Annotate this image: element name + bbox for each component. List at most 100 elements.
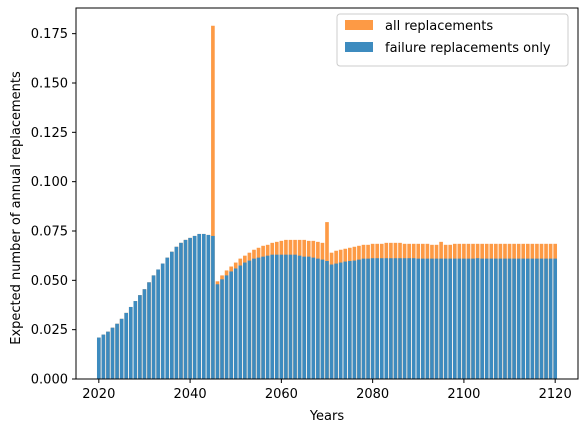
bar-failure-replacements — [174, 246, 179, 379]
bar-failure-replacements — [439, 258, 443, 379]
bar-failure-replacements — [329, 264, 334, 379]
bar-failure-replacements — [347, 260, 352, 379]
y-tick-label: 0.050 — [31, 274, 68, 289]
bar-failure-replacements — [265, 255, 270, 379]
bar-failure-replacements — [147, 282, 151, 379]
bar-failure-replacements — [302, 256, 307, 379]
bar-failure-replacements — [457, 258, 462, 379]
bar-failure-replacements — [462, 258, 466, 379]
bar-failure-replacements — [165, 257, 170, 379]
bar-failure-replacements — [407, 258, 411, 379]
bar-failure-replacements — [115, 323, 119, 379]
x-axis-label: Years — [309, 409, 345, 424]
bar-failure-replacements — [448, 258, 453, 379]
bar-failure-replacements — [192, 235, 197, 379]
bar-failure-replacements — [151, 275, 156, 379]
bar-failure-replacements — [156, 269, 160, 379]
bar-failure-replacements — [411, 258, 416, 379]
bar-failure-replacements — [201, 233, 206, 379]
bar-failure-replacements — [215, 284, 220, 379]
bar-failure-replacements — [233, 268, 238, 379]
bar-failure-replacements — [128, 306, 133, 379]
bar-failure-replacements — [183, 239, 188, 379]
bar-failure-replacements — [443, 258, 448, 379]
bar-failure-replacements — [188, 237, 192, 379]
bar-failure-replacements — [521, 258, 526, 379]
failure-replacements-bars — [96, 233, 558, 379]
bar-failure-replacements — [507, 258, 512, 379]
legend: all replacements failure replacements on… — [336, 13, 569, 67]
bar-failure-replacements — [320, 259, 325, 379]
bar-failure-replacements — [160, 263, 165, 379]
bar-failure-replacements — [106, 331, 110, 379]
y-tick-label: 0.000 — [31, 373, 68, 388]
bar-failure-replacements — [553, 258, 558, 379]
x-tick-label: 2020 — [82, 387, 115, 402]
bar-failure-replacements — [512, 258, 516, 379]
bar-failure-replacements — [293, 254, 297, 379]
bar-failure-replacements — [525, 258, 530, 379]
bar-failure-replacements — [170, 251, 174, 379]
bar-failure-replacements — [247, 260, 252, 379]
bar-failure-replacements — [430, 258, 434, 379]
plot-frame — [75, 7, 579, 380]
bar-failure-replacements — [252, 258, 256, 379]
bar-failure-replacements — [398, 258, 402, 379]
bar-failure-replacements — [402, 258, 407, 379]
bar-all-replacements — [211, 25, 215, 379]
bar-failure-replacements — [343, 261, 348, 379]
bar-failure-replacements — [206, 234, 211, 379]
bar-failure-replacements — [480, 258, 484, 379]
bar-failure-replacements — [179, 242, 183, 379]
bar-failure-replacements — [284, 254, 288, 379]
y-tick-label: 0.150 — [31, 76, 68, 91]
bar-failure-replacements — [133, 301, 138, 379]
x-tick-label: 2120 — [539, 387, 572, 402]
bar-failure-replacements — [484, 258, 489, 379]
bar-failure-replacements — [243, 262, 247, 379]
bar-failure-replacements — [489, 258, 494, 379]
bar-failure-replacements — [535, 258, 539, 379]
bar-failure-replacements — [224, 275, 229, 379]
bar-failure-replacements — [101, 334, 106, 379]
bar-failure-replacements — [425, 258, 430, 379]
bar-failure-replacements — [544, 258, 548, 379]
bar-failure-replacements — [138, 295, 142, 379]
bar-failure-replacements — [220, 279, 224, 379]
bar-failure-replacements — [311, 257, 316, 379]
bar-failure-replacements — [421, 258, 425, 379]
bar-failure-replacements — [142, 289, 147, 379]
bar-failure-replacements — [393, 258, 398, 379]
bar-failure-replacements — [352, 260, 357, 379]
bar-failure-replacements — [325, 260, 329, 379]
bar-failure-replacements — [384, 258, 389, 379]
bar-failure-replacements — [366, 258, 370, 379]
x-tick-label: 2080 — [356, 387, 389, 402]
y-tick-label: 0.175 — [31, 27, 68, 42]
bar-failure-replacements — [110, 327, 115, 379]
bar-failure-replacements — [229, 271, 233, 379]
bar-failure-replacements — [124, 312, 129, 379]
bar-failure-replacements — [197, 233, 202, 379]
bar-failure-replacements — [503, 258, 507, 379]
x-tick-label: 2100 — [447, 387, 480, 402]
bar-failure-replacements — [270, 254, 275, 379]
bar-failure-replacements — [297, 255, 302, 379]
bar-failure-replacements — [316, 258, 320, 379]
y-axis-label: Expected number of annual replacements — [9, 71, 24, 345]
bar-failure-replacements — [361, 258, 366, 379]
legend-frame — [336, 13, 569, 67]
bar-failure-replacements — [211, 235, 215, 379]
bar-failure-replacements — [539, 258, 544, 379]
bar-failure-replacements — [279, 254, 284, 379]
legend-label-all-replacements: all replacements — [385, 19, 493, 34]
axes: 2020 2040 2060 2080 2100 2120 0.000 0.025 0.050 0… — [31, 7, 579, 402]
x-tick-label: 2040 — [174, 387, 207, 402]
bar-failure-replacements — [530, 258, 535, 379]
y-tick-label: 0.025 — [31, 323, 68, 338]
bar-failure-replacements — [274, 254, 279, 379]
bar-failure-replacements — [338, 262, 343, 379]
bar-failure-replacements — [119, 318, 124, 379]
legend-swatch-failure-replacements — [345, 42, 373, 52]
